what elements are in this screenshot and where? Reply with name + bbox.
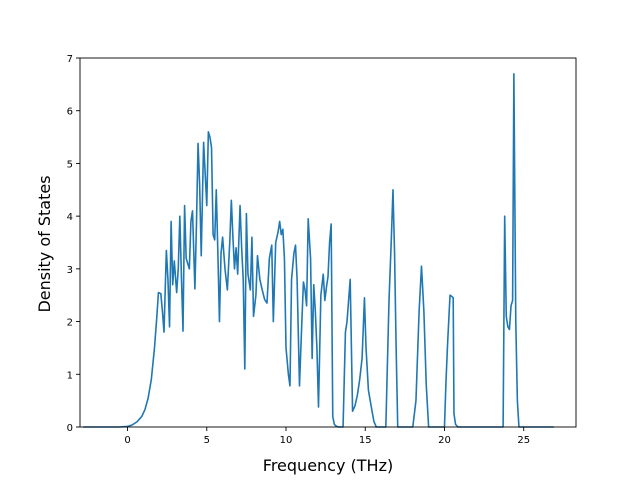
y-tick-label: 5 xyxy=(67,159,73,170)
y-tick-label: 0 xyxy=(67,423,73,434)
x-tick-label: 5 xyxy=(204,435,210,446)
x-tick-label: 15 xyxy=(359,435,372,446)
x-axis-ticks: 0 5 10 15 20 25 xyxy=(124,427,530,446)
plot-area xyxy=(79,57,577,428)
y-tick-label: 4 xyxy=(67,212,73,223)
x-tick-label: 25 xyxy=(517,435,530,446)
axes-frame xyxy=(79,57,577,428)
y-tick-label: 6 xyxy=(67,107,73,118)
x-axis-label: Frequency (THz) xyxy=(263,456,393,475)
y-tick-label: 3 xyxy=(67,265,73,276)
x-tick-label: 10 xyxy=(280,435,293,446)
y-tick-label: 7 xyxy=(67,54,73,65)
y-axis-ticks: 0 1 2 3 4 5 6 7 xyxy=(67,54,80,434)
dos-series-line xyxy=(83,73,554,428)
x-tick-label: 0 xyxy=(124,435,130,446)
y-tick-label: 2 xyxy=(67,318,73,329)
y-tick-label: 1 xyxy=(67,370,73,381)
x-tick-label: 20 xyxy=(438,435,451,446)
y-axis-label: Density of States xyxy=(35,175,54,312)
